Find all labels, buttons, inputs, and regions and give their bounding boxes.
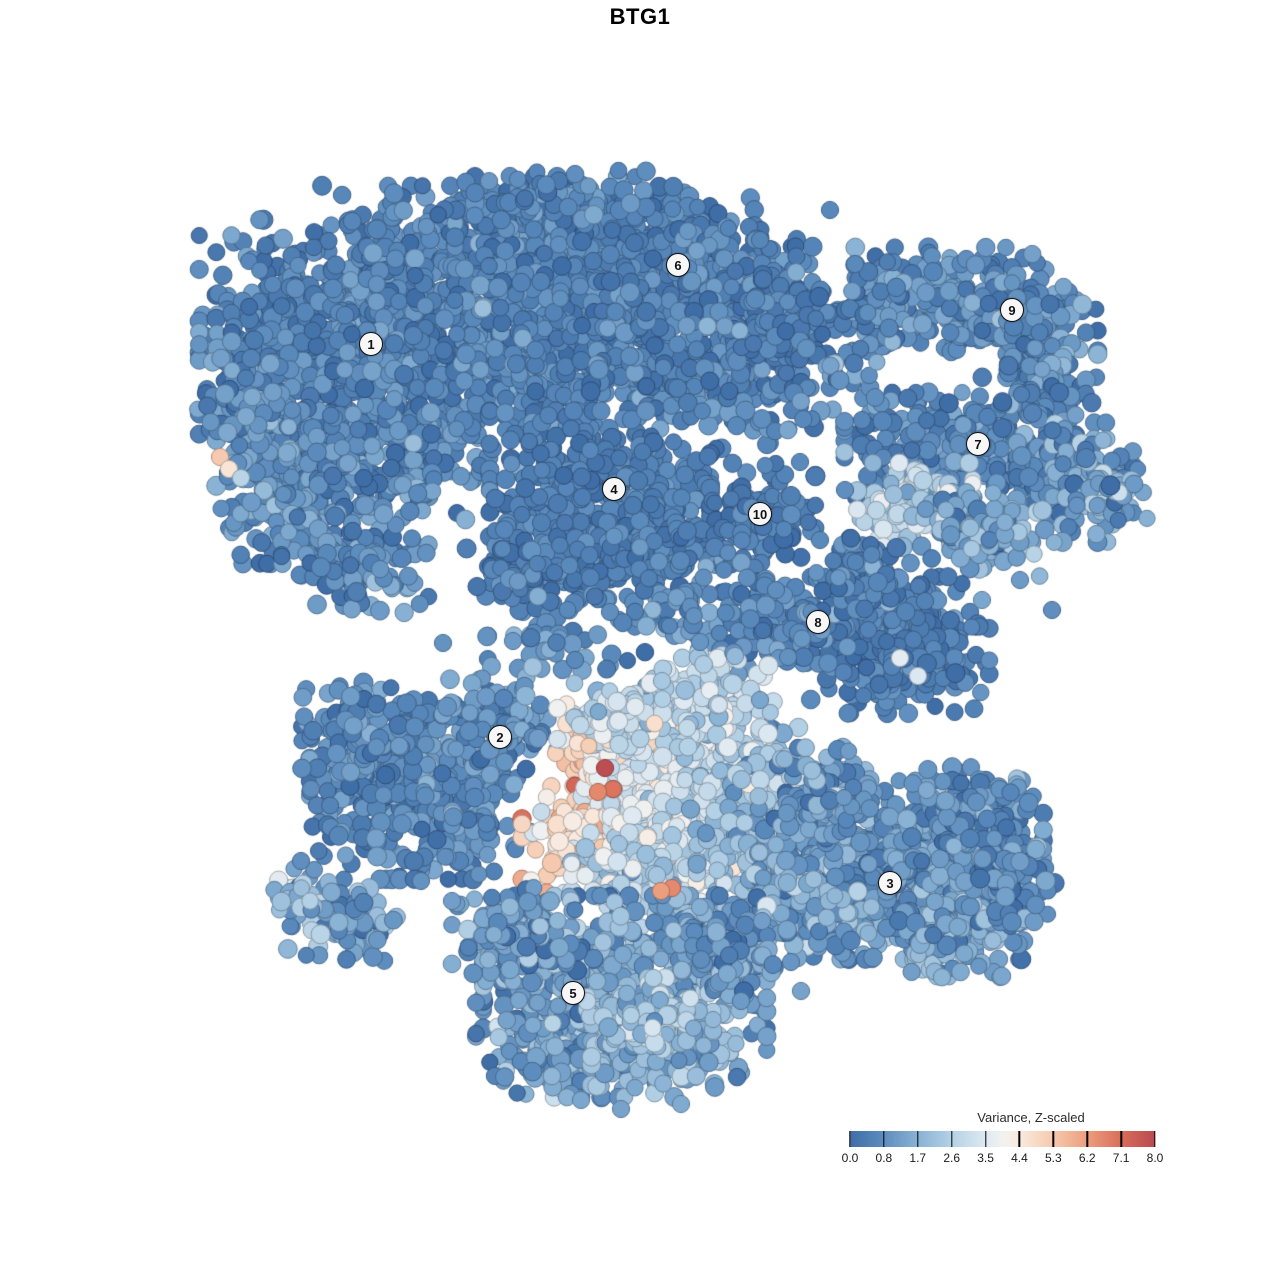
colorbar-tick-label: 3.5 — [977, 1151, 994, 1165]
colorbar-tick-label: 5.3 — [1044, 1151, 1062, 1165]
colorbar-tick-label: 2.6 — [943, 1151, 960, 1165]
page-title: BTG1 — [609, 4, 671, 29]
colorbar-gradient — [850, 1131, 1155, 1147]
colorbar-tick-label: 8.0 — [1146, 1151, 1164, 1165]
colorbar-tick-label: 0.0 — [841, 1151, 859, 1165]
colorbar-tick-mark — [917, 1131, 919, 1147]
colorbar-tick-label: 0.8 — [875, 1151, 893, 1165]
colorbar-tick-mark — [883, 1131, 885, 1147]
colorbar-tick-mark — [1154, 1131, 1156, 1147]
colorbar-tick-label: 7.1 — [1112, 1151, 1130, 1165]
colorbar-tick-mark — [1052, 1131, 1055, 1147]
colorbar-tick-mark — [950, 1131, 953, 1147]
colorbar-tick-label: 4.4 — [1011, 1151, 1028, 1165]
colorbar-title: Variance, Z-scaled — [977, 1110, 1085, 1125]
colorbar-tick-mark — [1018, 1131, 1021, 1147]
colorbar-legend: Variance, Z-scaled 0.0 0.8 1.7 2.6 3.5 4.4 5.3… — [842, 1108, 1164, 1170]
colorbar-tick-label: 1.7 — [909, 1151, 927, 1165]
colorbar-tick-mark — [984, 1131, 987, 1147]
colorbar-tick-label: 6.2 — [1078, 1151, 1096, 1165]
colorbar-tick-mark — [849, 1131, 851, 1147]
colorbar-tick-mark — [1086, 1131, 1088, 1147]
colorbar-tick-mark — [1120, 1131, 1122, 1147]
